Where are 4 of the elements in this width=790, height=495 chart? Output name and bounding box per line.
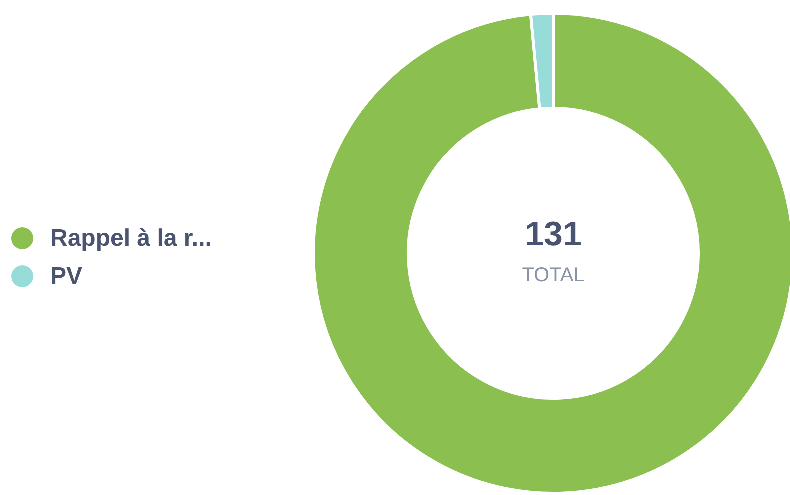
text: TOTAL [522, 264, 585, 286]
legend-label: PV [50, 263, 83, 290]
legend-label: Rappel à la r... [50, 225, 212, 252]
text: 131 [525, 216, 582, 254]
